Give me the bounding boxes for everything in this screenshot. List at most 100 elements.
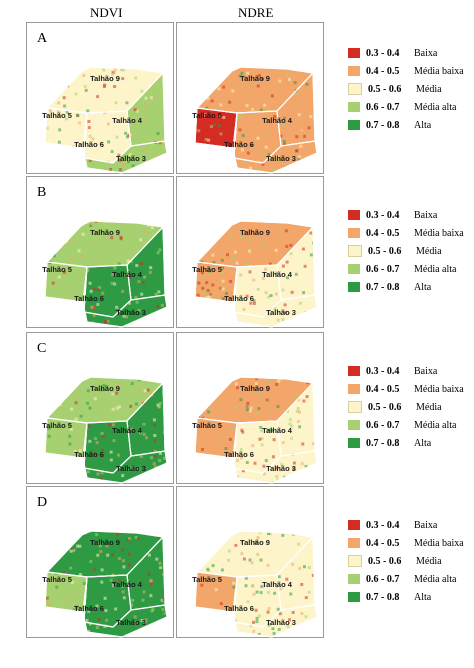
label-talhao-3: Talhão 3 xyxy=(116,464,146,473)
ndre-map-c: Talhão 9 Talhão 5 Talhão 4 Talhão 6 Talhão 3 xyxy=(192,376,318,484)
legend-swatch xyxy=(348,66,360,76)
label-talhao-3: Talhão 3 xyxy=(116,308,146,317)
label-talhao-5: Talhão 5 xyxy=(42,575,72,584)
legend-class: Média xyxy=(416,555,442,567)
legend-item: 0.6 - 0.7 Média alta xyxy=(348,416,474,434)
label-talhao-5: Talhão 5 xyxy=(42,421,72,430)
label-talhao-3: Talhão 3 xyxy=(266,464,296,473)
label-talhao-6: Talhão 6 xyxy=(224,450,254,459)
label-talhao-4: Talhão 4 xyxy=(262,116,293,125)
legend-class: Alta xyxy=(414,119,432,131)
label-talhao-9: Talhão 9 xyxy=(90,384,120,393)
legend-item: 0.3 - 0.4 Baixa xyxy=(348,516,474,534)
legend-range: 0.7 - 0.8 xyxy=(366,437,400,449)
label-talhao-9: Talhão 9 xyxy=(240,74,270,83)
legend-range: 0.3 - 0.4 xyxy=(366,365,400,377)
legend-range: 0.5 - 0.6 xyxy=(368,555,402,567)
legend-swatch xyxy=(348,401,362,413)
ndvi-column-title: NDVI xyxy=(90,5,123,20)
legend: 0.3 - 0.4 Baixa 0.4 - 0.5 Média baixa 0.5 - … xyxy=(348,362,474,452)
ndvi-map-a: Talhão 9 Talhão 5 Talhão 4 Talhão 6 Talhão 3 xyxy=(42,66,168,174)
label-talhao-4: Talhão 4 xyxy=(112,270,143,279)
label-talhao-9: Talhão 9 xyxy=(240,228,270,237)
ndre-map-a: Talhão 9 Talhão 5 Talhão 4 Talhão 6 Talhão 3 xyxy=(192,66,318,174)
legend-swatch xyxy=(348,555,362,567)
legend-class: Baixa xyxy=(414,365,438,377)
label-talhao-5: Talhão 5 xyxy=(42,265,72,274)
legend-class: Média alta xyxy=(414,101,457,113)
legend-swatch xyxy=(348,420,360,430)
label-talhao-6: Talhão 6 xyxy=(74,450,104,459)
label-talhao-6: Talhão 6 xyxy=(224,140,254,149)
legend-swatch xyxy=(348,538,360,548)
legend-range: 0.5 - 0.6 xyxy=(368,83,402,95)
legend-swatch xyxy=(348,210,360,220)
label-talhao-5: Talhão 5 xyxy=(192,265,222,274)
legend-item: 0.4 - 0.5 Média baixa xyxy=(348,534,474,552)
legend-class: Alta xyxy=(414,281,432,293)
legend-item: 0.4 - 0.5 Média baixa xyxy=(348,224,474,242)
legend-item: 0.4 - 0.5 Média baixa xyxy=(348,380,474,398)
map-panel-d-ndre: Talhão 9 Talhão 5 Talhão 4 Talhão 6 Talhão 3 xyxy=(176,486,324,638)
legend-item: 0.3 - 0.4 Baixa xyxy=(348,44,474,62)
label-talhao-3: Talhão 3 xyxy=(266,308,296,317)
legend-range: 0.3 - 0.4 xyxy=(366,519,400,531)
label-talhao-4: Talhão 4 xyxy=(112,116,143,125)
legend-swatch xyxy=(348,574,360,584)
legend-range: 0.3 - 0.4 xyxy=(366,209,400,221)
legend-swatch xyxy=(348,245,362,257)
ndvi-map-b: Talhão 9 Talhão 5 Talhão 4 Talhão 6 Talhão 3 xyxy=(42,220,168,328)
label-talhao-9: Talhão 9 xyxy=(240,538,270,547)
map-panel-b-ndvi: Talhão 9 Talhão 5 Talhão 4 Talhão 6 Talhão 3… xyxy=(26,176,174,328)
legend-class: Média baixa xyxy=(414,383,464,395)
legend-range: 0.5 - 0.6 xyxy=(368,401,402,413)
label-talhao-6: Talhão 6 xyxy=(224,604,254,613)
label-talhao-4: Talhão 4 xyxy=(112,580,143,589)
legend-class: Alta xyxy=(414,591,432,603)
legend-class: Baixa xyxy=(414,47,438,59)
map-panel-d-ndvi: Talhão 9 Talhão 5 Talhão 4 Talhão 6 Talhão 3… xyxy=(26,486,174,638)
legend-swatch xyxy=(348,83,362,95)
legend: 0.3 - 0.4 Baixa 0.4 - 0.5 Média baixa 0.5 - … xyxy=(348,516,474,606)
legend-range: 0.7 - 0.8 xyxy=(366,281,400,293)
legend-range: 0.6 - 0.7 xyxy=(366,573,400,585)
legend-item: 0.6 - 0.7 Média alta xyxy=(348,260,474,278)
legend-swatch xyxy=(348,264,360,274)
legend-item: 0.5 - 0.6 Média xyxy=(348,80,474,98)
legend-swatch xyxy=(348,366,360,376)
ndre-map-d: Talhão 9 Talhão 5 Talhão 4 Talhão 6 Talhão 3 xyxy=(192,530,318,638)
label-talhao-3: Talhão 3 xyxy=(116,618,146,627)
legend-item: 0.4 - 0.5 Média baixa xyxy=(348,62,474,80)
legend-range: 0.7 - 0.8 xyxy=(366,591,400,603)
legend-class: Média xyxy=(416,245,442,257)
panel-letter: C xyxy=(37,341,47,356)
legend-class: Média baixa xyxy=(414,65,464,77)
legend-item: 0.7 - 0.8 Alta xyxy=(348,588,474,606)
legend-range: 0.7 - 0.8 xyxy=(366,119,400,131)
label-talhao-9: Talhão 9 xyxy=(90,74,120,83)
legend-range: 0.6 - 0.7 xyxy=(366,419,400,431)
legend-class: Média alta xyxy=(414,419,457,431)
legend-class: Média alta xyxy=(414,263,457,275)
legend-swatch xyxy=(348,438,360,448)
label-talhao-6: Talhão 6 xyxy=(74,294,104,303)
legend-range: 0.6 - 0.7 xyxy=(366,101,400,113)
legend-class: Média baixa xyxy=(414,537,464,549)
legend-item: 0.6 - 0.7 Média alta xyxy=(348,570,474,588)
label-talhao-3: Talhão 3 xyxy=(266,154,296,163)
label-talhao-5: Talhão 5 xyxy=(42,111,72,120)
legend-range: 0.6 - 0.7 xyxy=(366,263,400,275)
legend-swatch xyxy=(348,48,360,58)
label-talhao-3: Talhão 3 xyxy=(266,618,296,627)
ndre-map-b: Talhão 9 Talhão 5 Talhão 4 Talhão 6 Talhão 3 xyxy=(192,220,318,328)
map-panel-c-ndre: Talhão 9 Talhão 5 Talhão 4 Talhão 6 Talhão 3 xyxy=(176,332,324,484)
legend-item: 0.7 - 0.8 Alta xyxy=(348,434,474,452)
legend-class: Média baixa xyxy=(414,227,464,239)
legend-swatch xyxy=(348,282,360,292)
legend-swatch xyxy=(348,120,360,130)
ndvi-map-c: Talhão 9 Talhão 5 Talhão 4 Talhão 6 Talhão 3 xyxy=(42,376,168,484)
label-talhao-5: Talhão 5 xyxy=(192,575,222,584)
legend-class: Baixa xyxy=(414,209,438,221)
legend-range: 0.4 - 0.5 xyxy=(366,537,400,549)
legend-item: 0.5 - 0.6 Média xyxy=(348,242,474,260)
